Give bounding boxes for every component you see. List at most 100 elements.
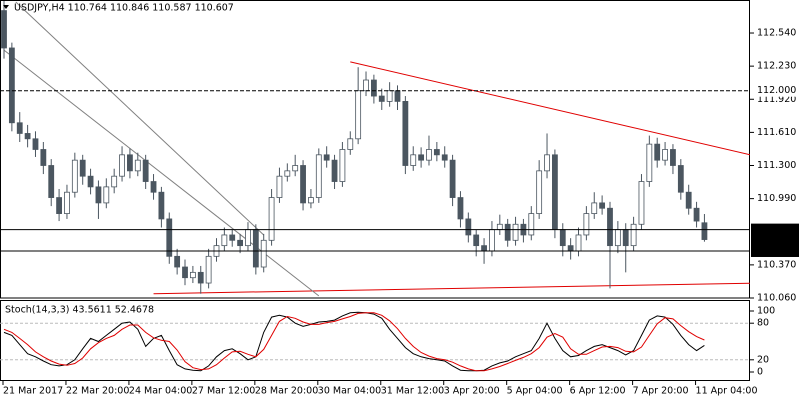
candle-body xyxy=(528,213,535,236)
candle-body xyxy=(583,213,590,236)
candle-body xyxy=(237,239,244,247)
candle-body xyxy=(87,175,94,188)
candle-body xyxy=(189,271,196,279)
candle-body xyxy=(134,159,141,172)
candle-body xyxy=(308,197,314,204)
candle-body xyxy=(252,229,259,268)
y-tick-label: 110.990 xyxy=(757,193,796,204)
candle-body xyxy=(174,255,181,268)
y-tick-label: 110.060 xyxy=(757,293,796,304)
candle-body xyxy=(111,175,118,188)
candle-body xyxy=(48,165,55,198)
candle-body xyxy=(56,197,62,214)
candle-body xyxy=(426,149,432,161)
candle-body xyxy=(701,222,708,240)
candle-body xyxy=(473,234,480,247)
stoch-line xyxy=(3,312,705,372)
indicator-title: Stoch(14,3,3) 43.5611 52.4678 xyxy=(5,305,154,316)
candle-body xyxy=(685,191,692,209)
candle-body xyxy=(654,143,661,161)
level-label: 110.500 xyxy=(757,245,796,256)
candle-body xyxy=(119,154,125,177)
candle-body xyxy=(16,122,23,134)
candle-body xyxy=(567,245,574,252)
chart-title: USDJPY,H4 110.764 110.846 110.587 110.60… xyxy=(14,3,234,14)
candle-body xyxy=(465,218,472,236)
candle-body xyxy=(670,149,676,166)
candle-body xyxy=(662,149,668,161)
candle-body xyxy=(394,90,401,102)
candle-body xyxy=(32,138,39,150)
y-tick-label: 0 xyxy=(757,367,763,378)
candle-body xyxy=(402,100,409,166)
candle-body xyxy=(24,133,31,140)
x-tick-label: 6 Apr 12:00 xyxy=(570,386,626,397)
candle-body xyxy=(433,149,440,156)
candle-body xyxy=(614,229,621,247)
y-tick-label: 112.540 xyxy=(757,28,796,39)
x-tick-label: 27 Mar 12:00 xyxy=(192,386,255,397)
candle-body xyxy=(292,165,299,172)
candle-body xyxy=(166,218,173,257)
candle-body xyxy=(355,90,362,140)
candle-body xyxy=(363,79,369,92)
candle-body xyxy=(378,95,385,102)
candle-body xyxy=(229,234,236,241)
candle-body xyxy=(315,154,322,198)
stoch-panel xyxy=(0,300,750,381)
candle-body xyxy=(559,229,566,247)
y-tick-label: 100 xyxy=(757,306,775,317)
candle-body xyxy=(158,191,165,220)
stoch-line xyxy=(3,311,705,372)
candle-body xyxy=(449,159,456,198)
level-label: 110.700 xyxy=(757,224,796,235)
candle-body xyxy=(339,149,346,182)
level-tag xyxy=(751,84,799,97)
candle-body xyxy=(323,154,330,161)
x-tick-label: 31 Mar 12:00 xyxy=(381,386,444,397)
x-tick-label: 21 Mar 2017 xyxy=(3,386,63,397)
y-tick-label: 111.300 xyxy=(757,160,796,171)
candle-body xyxy=(693,207,700,222)
price-plot xyxy=(1,0,750,297)
candle-body xyxy=(410,154,417,166)
level-label: 112.000 xyxy=(757,85,796,96)
trendline xyxy=(153,282,750,295)
candle-body xyxy=(331,159,338,182)
candle-body xyxy=(71,159,78,193)
candle-body xyxy=(607,207,613,247)
candle-body xyxy=(103,186,110,204)
candle-body xyxy=(544,154,550,172)
x-tick-label: 5 Apr 04:00 xyxy=(507,386,563,397)
candle-body xyxy=(260,239,267,268)
candle-body xyxy=(622,229,629,247)
level-tag xyxy=(751,244,799,257)
y-tick-label: 111.610 xyxy=(757,127,796,138)
candle-body xyxy=(197,271,204,284)
candle-body xyxy=(441,154,448,161)
axes: 112.540 112.230 111.920 111.610 111.300 110.9… xyxy=(0,28,799,397)
candle-body xyxy=(142,159,149,182)
candle-body xyxy=(677,165,684,193)
candle-body xyxy=(638,181,645,225)
candle-body xyxy=(630,223,637,247)
candle-body xyxy=(182,266,188,279)
x-tick-label: 3 Apr 20:00 xyxy=(444,386,500,397)
candle-body xyxy=(504,223,511,241)
candle-body xyxy=(599,202,606,209)
candle-body xyxy=(457,197,464,220)
candle-body xyxy=(575,234,582,252)
candle-body xyxy=(276,175,283,198)
y-tick-label: 112.230 xyxy=(757,61,796,72)
candle-body xyxy=(481,245,487,252)
candle-body xyxy=(386,90,393,102)
candle-body xyxy=(150,181,157,193)
level-tag xyxy=(751,223,799,236)
candle-body xyxy=(300,165,306,204)
candle-body xyxy=(245,229,251,247)
candle-body xyxy=(370,79,377,97)
candle-body xyxy=(496,223,503,231)
x-tick-label: 24 Mar 04:00 xyxy=(129,386,192,397)
candle-body xyxy=(489,229,495,252)
